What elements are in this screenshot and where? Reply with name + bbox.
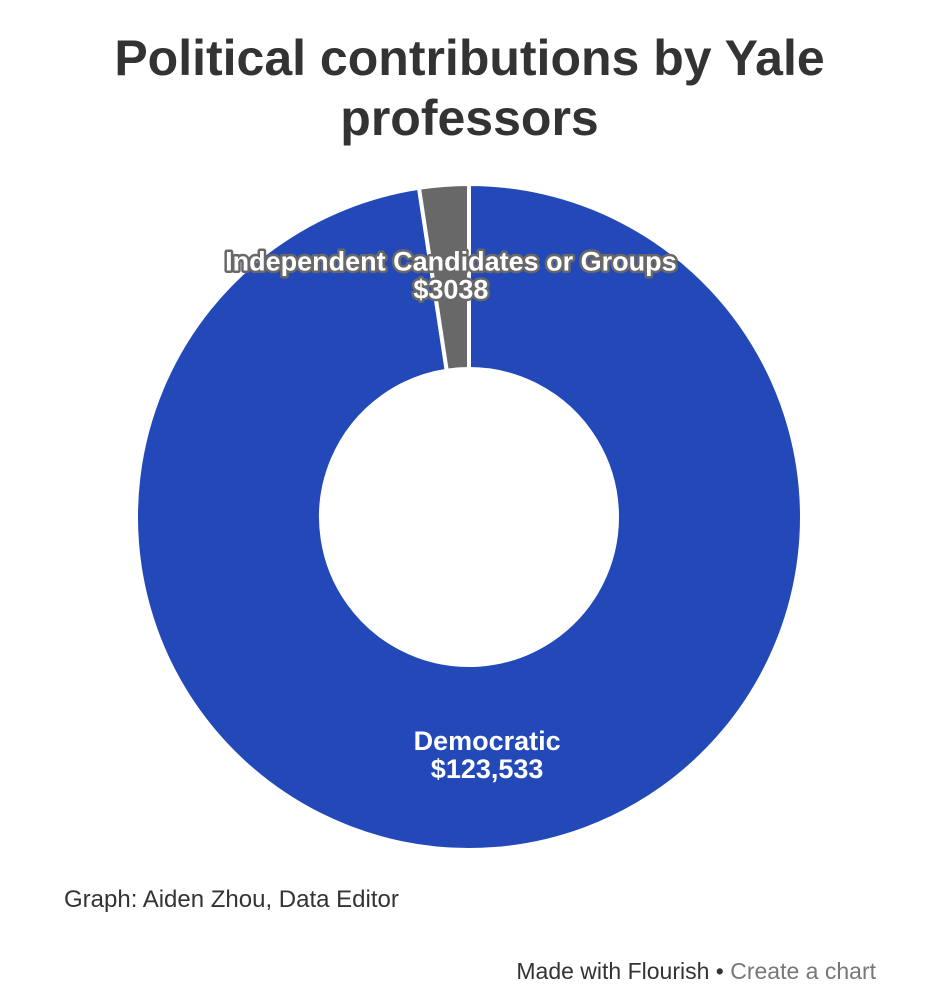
- separator: •: [715, 958, 724, 984]
- footer: Made with Flourish • Create a chart: [516, 958, 876, 985]
- value-label: $3038: [413, 274, 488, 304]
- donut-segment: [134, 182, 804, 852]
- create-chart-link[interactable]: Create a chart: [730, 958, 876, 984]
- segment-label: Democratic: [414, 726, 561, 756]
- source: Graph: Aiden Zhou, Data Editor: [64, 886, 399, 913]
- chart-title: Political contributions by Yale professo…: [114, 30, 825, 146]
- value-label: $123,533: [431, 754, 544, 784]
- made-with[interactable]: Made with Flourish: [516, 958, 710, 984]
- donut-segment: [416, 182, 471, 373]
- segment-label: Independent Candidates or Groups: [225, 246, 677, 276]
